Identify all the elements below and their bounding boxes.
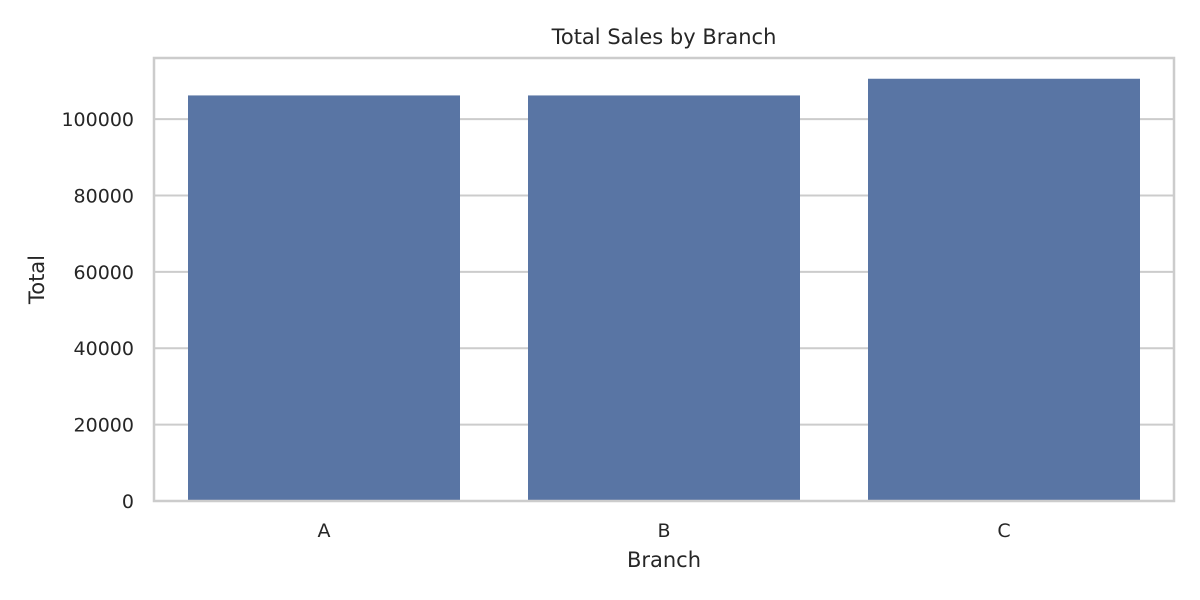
plot-frame	[152, 56, 1176, 503]
y-tick-labels: 0 20000 40000 60000 80000 100000	[61, 109, 134, 513]
y-tick-label: 80000	[74, 185, 134, 207]
chart-title: Total Sales by Branch	[551, 25, 777, 49]
x-tick-label: B	[657, 520, 670, 542]
y-axis-label: Total	[25, 255, 49, 305]
bar-b	[528, 95, 800, 501]
y-tick-label: 60000	[74, 262, 134, 284]
y-tick-label: 20000	[74, 415, 134, 437]
x-tick-label: C	[997, 520, 1010, 542]
bar-layer	[188, 78, 1140, 501]
y-tick-label: 40000	[74, 338, 134, 360]
y-tick-label: 0	[122, 491, 134, 513]
y-tick-label: 100000	[61, 109, 134, 131]
x-tick-label: A	[318, 520, 331, 542]
bar-c	[868, 78, 1140, 501]
x-tick-labels: A B C	[318, 520, 1011, 542]
x-axis-label: Branch	[627, 548, 701, 572]
bar-a	[188, 95, 460, 501]
